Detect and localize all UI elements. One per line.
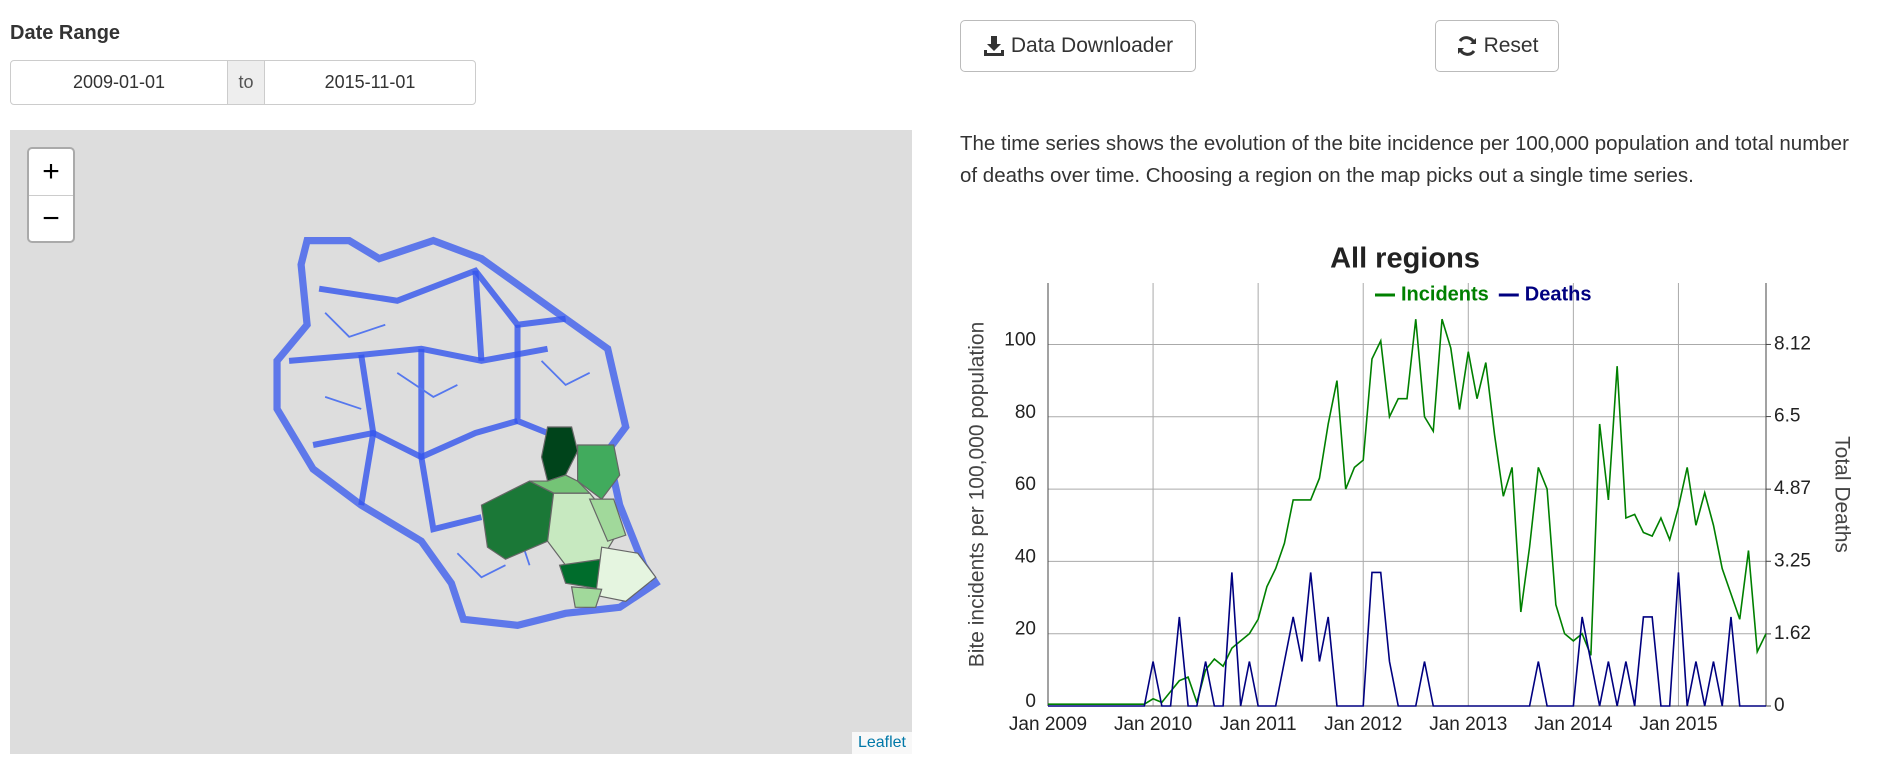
x-tick-label: Jan 2011: [1220, 714, 1297, 735]
description: The time series shows the evolution of t…: [960, 132, 1849, 187]
x-tick-label: Jan 2014: [1534, 714, 1613, 735]
y2-tick-label: 0: [1774, 695, 1785, 716]
y2-tick-label: 4.87: [1774, 478, 1811, 499]
series-line: [1048, 571, 1766, 707]
y-tick-label: 100: [1004, 329, 1036, 350]
y-tick-label: 80: [1015, 402, 1036, 423]
y2-tick-label: 3.25: [1774, 550, 1811, 571]
legend-label: Deaths: [1525, 283, 1592, 305]
download-label: Data Downloader: [1010, 34, 1174, 57]
map-attribution[interactable]: Leaflet: [851, 732, 912, 754]
x-tick-label: Jan 2010: [1114, 714, 1192, 735]
x-tick-label: Jan 2012: [1324, 714, 1402, 735]
region-borders: [288, 267, 566, 533]
y2-tick-label: 6.5: [1774, 406, 1800, 427]
zoom-control: + −: [27, 147, 75, 243]
x-tick-label: Jan 2013: [1429, 714, 1507, 735]
x-tick-label: Jan 2009: [1009, 714, 1087, 735]
chart: All regions 0 20 40 60 80 100 0 1.62 3.25 4.87 6.5…: [966, 243, 1854, 735]
reset-label: Reset: [1483, 34, 1539, 57]
map-shapes: [273, 236, 661, 630]
y-tick-label: 60: [1015, 474, 1036, 495]
y-tick-label: 20: [1015, 619, 1036, 640]
zoom-out[interactable]: −: [42, 202, 60, 235]
reset-button[interactable]: Reset: [1435, 20, 1559, 72]
y2-tick-label: 1.62: [1774, 623, 1811, 644]
series-line: [1048, 318, 1767, 706]
legend-label: Incidents: [1401, 283, 1489, 305]
end-date[interactable]: 2015-11-01: [324, 72, 416, 92]
download-icon: [983, 36, 1004, 56]
y-tick-label: 0: [1025, 691, 1036, 712]
y2-tick-label: 8.12: [1774, 333, 1811, 354]
date-range-label: Date Range: [10, 22, 121, 44]
y-tick-label: 40: [1015, 546, 1036, 567]
download-button[interactable]: Data Downloader: [960, 20, 1196, 72]
y2-axis-label: Total Deaths: [1830, 436, 1853, 553]
zoom-in[interactable]: +: [29, 149, 73, 196]
reset-icon: [1457, 36, 1476, 56]
map[interactable]: + − Leaflet: [10, 130, 912, 754]
date-separator: to: [227, 61, 265, 104]
y-axis-label: Bite incidents per 100,000 population: [966, 322, 989, 668]
chart-title: All regions: [1330, 243, 1480, 275]
date-range: 2009-01-01 to 2015-11-01: [10, 60, 476, 105]
x-tick-label: Jan 2015: [1639, 714, 1717, 735]
highlighted-regions: [480, 426, 657, 608]
start-date[interactable]: 2009-01-01: [72, 72, 166, 92]
